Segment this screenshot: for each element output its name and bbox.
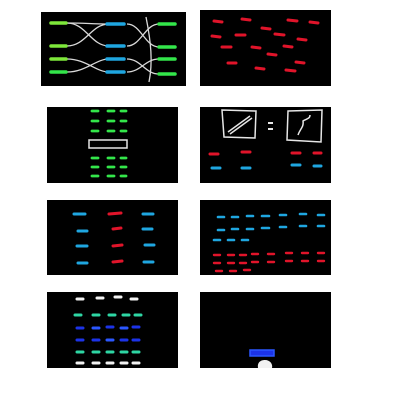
- green-groups-drawing: [88, 109, 128, 178]
- multicolor-dash-marks: [73, 295, 143, 365]
- panel-equation-drawings: [200, 107, 331, 183]
- equation-drawing: [208, 109, 323, 170]
- color-dash-marks: [208, 150, 323, 170]
- panel-red-dashes: [200, 10, 331, 86]
- multicolor-rows-drawing: [73, 295, 143, 365]
- red-row-marks: [212, 251, 326, 273]
- panel-blue-red-columns: [47, 200, 178, 275]
- red-dashes-drawing: [210, 17, 320, 73]
- dash-marks: [49, 21, 177, 76]
- blue-box-drawing: [249, 349, 275, 368]
- connector-lines: [66, 16, 160, 83]
- panel-sorting-swaps: [41, 12, 186, 86]
- panel-green-groups: [47, 107, 178, 183]
- red-dash-marks: [210, 17, 320, 73]
- equals-sign: [268, 122, 273, 130]
- panel-blue-box-white-blob: [200, 292, 331, 368]
- rows-drawing: [212, 212, 326, 273]
- panel-blue-over-red-rows: [200, 200, 331, 275]
- columns-drawing: [72, 211, 156, 265]
- outlined-box: [88, 139, 128, 149]
- panel-multicolor-rows: [47, 292, 178, 368]
- sorting-swaps-drawing: [49, 16, 177, 83]
- green-dash-marks: [90, 109, 128, 178]
- sketch-boxes: [221, 109, 323, 143]
- blue-row-marks: [212, 212, 326, 242]
- white-blob: [257, 360, 273, 368]
- column-dash-marks: [72, 211, 156, 265]
- blue-box: [249, 349, 275, 357]
